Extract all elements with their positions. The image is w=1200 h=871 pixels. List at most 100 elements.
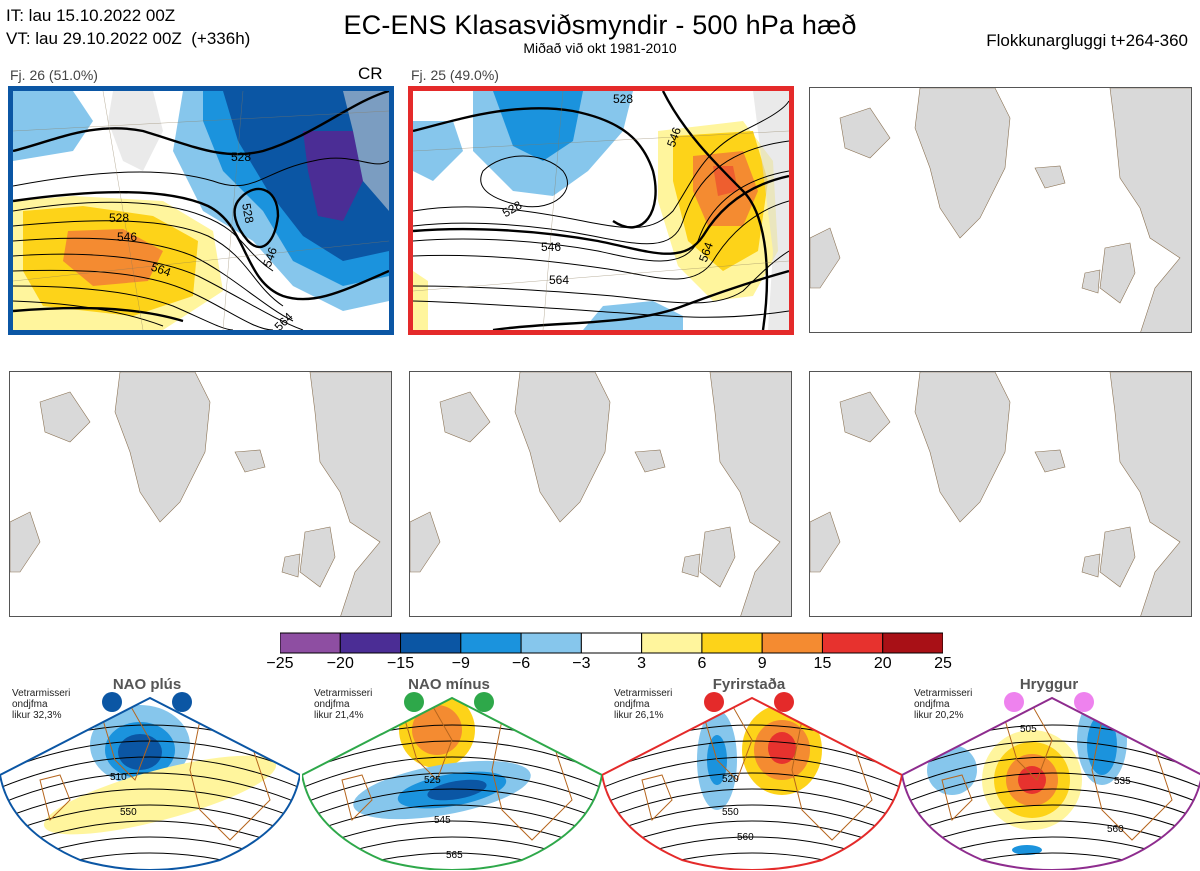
- cluster-map-1[interactable]: 528 528 528 546 564 546 564: [8, 86, 394, 335]
- regime-contour-label: 525: [424, 775, 441, 786]
- contour-line: [602, 772, 902, 809]
- colorbar-tick-label: 25: [934, 655, 952, 672]
- contour-line: [602, 788, 902, 825]
- panel-1-label: Fj. 26 (51.0%): [10, 67, 98, 83]
- regime-contour-label: 520: [722, 774, 739, 785]
- colorbar-swatch: [580, 632, 643, 654]
- panel-1-regime-code: CR: [358, 64, 383, 83]
- regime-contour-label: 560: [737, 832, 754, 843]
- regime-name: Fyrirstaða: [712, 676, 786, 693]
- regime-panel: 520 550 560 Fyrirstaða Vetrarmisseri ondjfma l…: [602, 676, 902, 870]
- colorbar: [279, 632, 944, 659]
- cluster-map-2-svg: 528 546 528 546 564 564: [413, 91, 789, 330]
- colorbar-svg: [279, 632, 944, 654]
- regime-info: Vetrarmisseri ondjfma likur 32,3%: [12, 688, 70, 721]
- colorbar-tick-label: −6: [511, 655, 531, 672]
- regime-info-line: likur 20,2%: [914, 710, 964, 721]
- sector-outline: [602, 696, 902, 870]
- regime-info-line: ondjfma: [914, 699, 950, 710]
- regime-panel: 510 550 NAO plús Vetrarmisseri ondjfma likur …: [0, 676, 300, 870]
- contour-line: [902, 804, 1200, 841]
- regime-info: Vetrarmisseri ondjfma likur 20,2%: [914, 688, 972, 721]
- regime-contour-label: 510: [110, 772, 127, 783]
- regime-contour-label: 565: [446, 850, 463, 861]
- colorbar-tick-label: 3: [637, 655, 647, 672]
- regime-dot: [474, 692, 494, 712]
- anomaly-blob: [768, 732, 796, 764]
- contour-label: 528: [613, 92, 633, 106]
- page-subtitle: Miðað við okt 1981-2010: [523, 40, 677, 56]
- colorbar-swatch: [821, 632, 884, 654]
- regime-contour-label: 505: [1020, 724, 1037, 735]
- regime-info-line: likur 21,4%: [314, 710, 364, 721]
- contour-line: [302, 756, 602, 793]
- contour-line: [0, 852, 300, 870]
- regime-contour-label: 535: [1114, 776, 1131, 787]
- colorbar-swatch: [701, 632, 763, 654]
- anomaly-blob: [927, 745, 977, 795]
- regime-info-line: Vetrarmisseri: [914, 688, 973, 699]
- colorbar-swatch: [339, 632, 402, 654]
- contour-line: [902, 852, 1200, 870]
- contour-line: [302, 788, 602, 825]
- contour-line: [602, 756, 902, 793]
- regime-dot: [172, 692, 192, 712]
- empty-map-6: [809, 371, 1192, 617]
- basemap: [810, 88, 1191, 332]
- anomaly-blob: [427, 779, 487, 801]
- contour-line: [302, 804, 602, 841]
- contour-label: 546: [664, 125, 684, 149]
- colorbar-tick-label: 6: [697, 655, 707, 672]
- colorbar-tick-label: −3: [572, 655, 591, 672]
- colorbar-tick-label: 20: [873, 655, 892, 672]
- colorbar-tick-label: 9: [757, 655, 767, 672]
- regime-info: Vetrarmisseri ondjfma likur 21,4%: [314, 688, 372, 721]
- colorbar-swatch: [460, 632, 522, 654]
- regime-name: NAO mínus: [408, 676, 490, 693]
- regime-contour-label: 560: [1107, 824, 1124, 835]
- contour-label: 528: [109, 211, 129, 225]
- colorbar-tick-label: −20: [326, 655, 354, 672]
- contour-line: [902, 820, 1200, 857]
- contour-line: [302, 772, 602, 809]
- regime-map-svg: 505 535 560: [902, 692, 1200, 870]
- contour-line: [0, 788, 300, 825]
- contour-line: [602, 804, 902, 841]
- contour-label: 528: [239, 202, 256, 224]
- panel-2-label: Fj. 25 (49.0%): [411, 67, 499, 83]
- colorbar-swatch: [520, 632, 582, 654]
- regime-info-line: Vetrarmisseri: [614, 688, 673, 699]
- it-line: IT: lau 15.10.2022 00Z: [6, 6, 176, 25]
- regime-map-svg: 525 545 565: [302, 692, 602, 870]
- colorbar-swatch: [882, 632, 944, 654]
- contour-label: 528: [231, 150, 251, 164]
- regime-dot: [1074, 692, 1094, 712]
- sector-outline: [902, 696, 1200, 870]
- regime-info-line: Vetrarmisseri: [314, 688, 373, 699]
- regime-info: Vetrarmisseri ondjfma likur 26,1%: [614, 688, 672, 721]
- contour-line: [902, 772, 1200, 809]
- colorbar-swatch: [641, 632, 703, 654]
- regime-dot: [774, 692, 794, 712]
- regime-panel: 505 535 560 Hryggur Vetrarmisseri ondjfma liku…: [902, 676, 1200, 870]
- regime-info-line: likur 26,1%: [614, 710, 664, 721]
- cluster-map-2[interactable]: 528 546 528 546 564 564: [408, 86, 794, 335]
- header-left: IT: lau 15.10.2022 00Z VT: lau 29.10.202…: [6, 4, 250, 50]
- colorbar-tick-label: 15: [813, 655, 832, 672]
- page-title: EC-ENS Klasasviðsmyndir - 500 hPa hæð: [343, 10, 857, 40]
- regime-dot: [102, 692, 122, 712]
- regime-name: Hryggur: [1019, 676, 1079, 693]
- contour-line: [302, 852, 602, 870]
- anomaly-blob: [1012, 845, 1042, 855]
- colorbar-tick-label: −25: [266, 655, 294, 672]
- basemap: [810, 372, 1191, 616]
- regime-info-line: ondjfma: [12, 699, 48, 710]
- regime-info-line: ondjfma: [314, 699, 350, 710]
- regime-info-line: likur 32,3%: [12, 710, 62, 721]
- regime-dot: [1004, 692, 1024, 712]
- anomaly-blob: [43, 755, 277, 835]
- colorbar-swatch: [761, 632, 823, 654]
- contour-line: [0, 756, 300, 793]
- contour-line: [0, 804, 300, 841]
- regime-contour-label: 550: [722, 807, 739, 818]
